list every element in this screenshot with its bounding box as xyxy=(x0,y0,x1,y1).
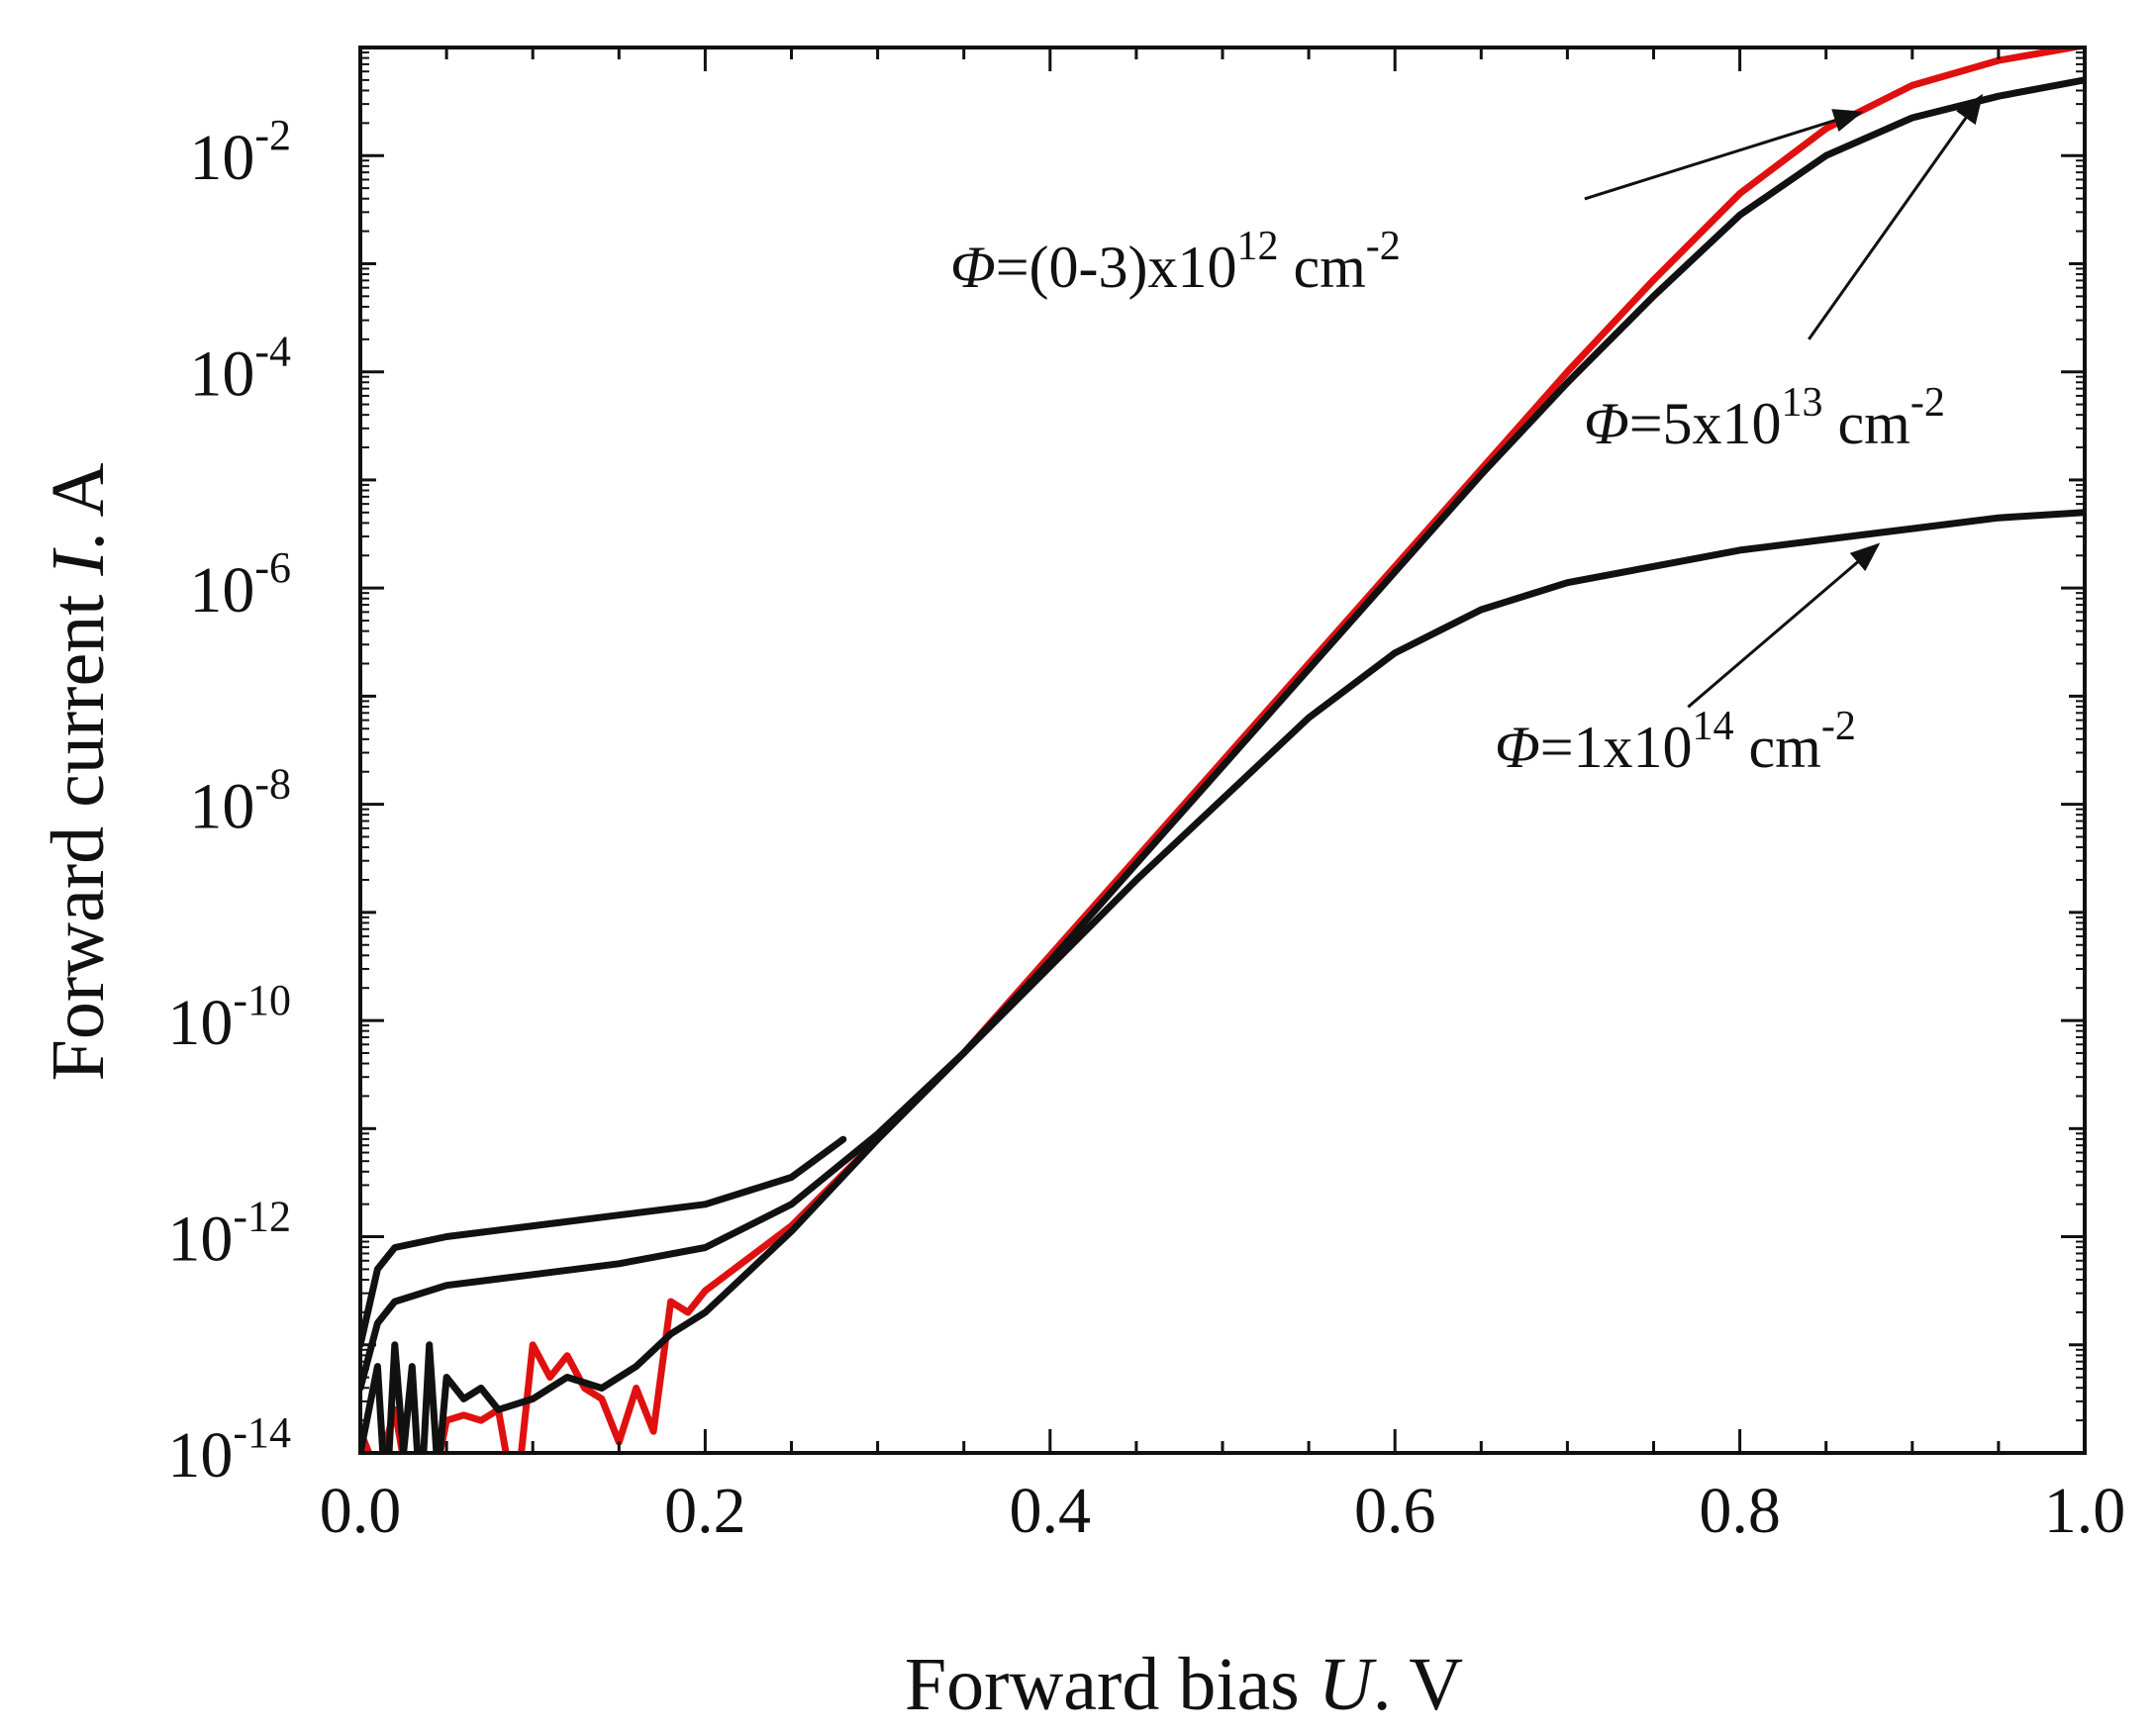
annotation-ann-low: Φ=(0-3)x1012 cm-2 xyxy=(950,109,1864,300)
series-line-4 xyxy=(360,509,2085,1453)
y-tick-label: 10-12 xyxy=(167,1193,291,1276)
y-tick-label: 10-8 xyxy=(189,760,291,843)
y-tick-label: 10-2 xyxy=(189,111,291,194)
axes: 0.0 0.2 0.4 0.6 0.8 1.0 10-14 10-12 10-10 10-8 10-… xyxy=(167,46,2126,1547)
annotation-arrow xyxy=(1584,109,1864,201)
y-tick-label: 10-4 xyxy=(189,328,291,411)
y-axis-title: Forward current I. A xyxy=(37,463,120,1082)
x-tick-label: 1.0 xyxy=(2044,1475,2126,1547)
annotation-ann-high: Φ=1x1014 cm-2 xyxy=(1495,542,1881,780)
annotation-arrow xyxy=(1808,93,1984,340)
annotation-arrow xyxy=(1687,542,1881,709)
x-tick-label: 0.2 xyxy=(664,1475,746,1547)
series-group xyxy=(360,48,2085,1453)
x-tick-label: 0.0 xyxy=(320,1475,402,1547)
annotation-label: Φ=5x1013 cm-2 xyxy=(1584,380,1945,456)
annotation-ann-mid: Φ=5x1013 cm-2 xyxy=(1584,93,1984,456)
series-line-3 xyxy=(360,1135,847,1349)
x-tick-label: 0.6 xyxy=(1354,1475,1436,1547)
y-tick-label: 10-10 xyxy=(167,976,291,1059)
annotations: Φ=(0-3)x1012 cm-2 Φ=5x1013 cm-2 Φ=1x1014 c… xyxy=(950,93,1984,780)
annotation-label: Φ=1x1014 cm-2 xyxy=(1495,704,1856,780)
x-tick-label: 0.4 xyxy=(1010,1475,1092,1547)
annotation-label: Φ=(0-3)x1012 cm-2 xyxy=(950,224,1401,300)
y-tick-label: 10-14 xyxy=(167,1408,291,1492)
series-line-2 xyxy=(360,76,2085,1392)
x-tick-label: 0.8 xyxy=(1699,1475,1781,1547)
series-line-1 xyxy=(360,48,2085,1453)
x-axis-title: Forward bias U. V xyxy=(905,1643,1463,1726)
y-tick-label: 10-6 xyxy=(189,543,291,627)
